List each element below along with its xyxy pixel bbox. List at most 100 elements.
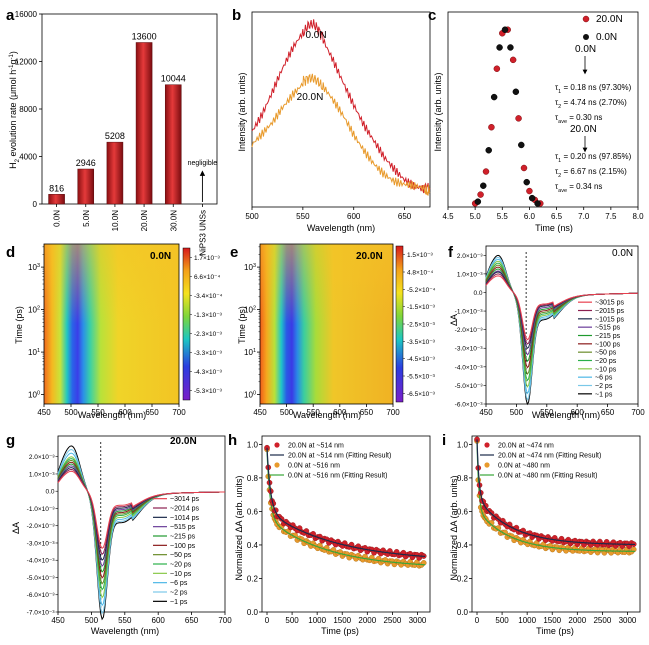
panel-c-series-0-point-1: [477, 191, 484, 198]
panel-c-series-0-point-3: [488, 123, 495, 131]
panel-f-xtick-4: 650: [601, 408, 615, 417]
panel-d-xtick-0: 450: [37, 408, 51, 417]
panel-e-xtick-0: 450: [253, 408, 267, 417]
panel-d-xtick-2: 550: [91, 408, 105, 417]
panel-g-legend-label-2: ~1014 ps: [170, 515, 199, 522]
panel-i-xtick-4: 2000: [568, 616, 586, 625]
panel-i-ytick-3: 0.6: [457, 507, 469, 516]
panel-c-series-0-point-4: [493, 65, 501, 72]
panel-c-series-0-point-10: [526, 187, 533, 195]
panel-i-kinetics: i Normalized ΔA (arb. units) Time (ps) 0…: [442, 432, 641, 636]
panel-g-ytick-6: -4.0×10⁻³: [27, 558, 56, 565]
panel-b-frame: [251, 11, 431, 208]
panel-c-xtick-1: 5.0: [470, 212, 482, 221]
panel-a-bar-2: [106, 141, 124, 205]
panel-f-ytick-8: -6.0×10⁻³: [455, 402, 484, 409]
panel-c-tau2-1: τ2 = 6.67 ns (2.15%): [555, 167, 627, 179]
panel-g-ytick-7: -5.0×10⁻³: [27, 575, 56, 582]
panel-b-xtick-0: 500: [245, 212, 259, 221]
panel-f-curve-0: [485, 275, 639, 341]
panel-i-legend-label-1: 20.0N at ~474 nm (Fitting Result): [498, 453, 601, 460]
panel-i-legend-marker-0: [484, 442, 490, 448]
panel-i-xtick-1: 500: [495, 616, 509, 625]
panel-d-cb-tick-3: -1.3×10⁻³: [194, 312, 223, 319]
panel-i-fit-0: [476, 439, 636, 546]
panel-a-bar-3: [135, 42, 153, 205]
panel-h-ytick-0: 0.0: [247, 608, 259, 617]
panel-g-xtick-1: 500: [85, 616, 99, 625]
panel-c-annotation-title-1: 20.0N: [570, 124, 597, 135]
panel-f-xtick-0: 450: [479, 408, 493, 417]
panel-c-series-0-point-7: [509, 56, 517, 64]
panel-a-data-label-2: 5208: [105, 131, 125, 141]
panel-a-bar-4: [164, 84, 182, 205]
panel-f-ylabel: ΔA: [449, 314, 459, 326]
panel-d-colorbar-ticks: 1.7×10⁻³ 6.6×10⁻⁴ -3.4×10⁻⁴ -1.3×10⁻³ -2.3×1…: [190, 255, 223, 395]
panel-d-ytick-3: 103: [28, 263, 40, 272]
panel-e-cb-tick-2: -5.2×10⁻⁴: [407, 287, 436, 294]
panel-f-legend-label-5: ~100 ps: [595, 341, 621, 348]
panel-e-ytick-1: 101: [244, 348, 256, 357]
panel-g-xlabel: Wavelength (nm): [91, 626, 159, 636]
panel-h-kinetics: h Normalized ΔA (arb. units) Time (ps) 0…: [228, 432, 431, 636]
panel-e-label: e: [230, 244, 238, 261]
panel-c-series-1-point-7: [512, 88, 520, 96]
panel-a-xtick-2: 10.0N: [111, 210, 120, 232]
panel-e-xtick-3: 600: [333, 408, 347, 417]
panel-e-ytick-2: 102: [244, 306, 256, 315]
panel-g-xtick-0: 450: [51, 616, 65, 625]
panel-i-frame: [471, 435, 641, 613]
panel-h-legend-marker-0: [274, 442, 280, 448]
panel-g-legend-label-9: ~6 ps: [170, 580, 188, 587]
panel-g-ytick-9: -7.0×10⁻³: [27, 610, 56, 617]
panel-b-pl-spectra: b Intensity (arb. units) Wavelength (nm)…: [232, 7, 431, 233]
panel-a-negligible-label: negligible: [188, 160, 218, 167]
panel-i-ytick-0: 0.0: [457, 608, 469, 617]
panel-i-legend-label-2: 0.0N at ~480 nm: [498, 463, 550, 470]
panel-c-tau1-1: τ1 = 0.20 ns (97.85%): [555, 152, 632, 164]
panel-g-xtick-3: 600: [152, 616, 166, 625]
panel-c-xlabel: Time (ns): [535, 223, 573, 233]
panel-f-ytick-3: -1.0×10⁻³: [455, 309, 484, 316]
panel-a-bar-1: [77, 168, 95, 205]
panel-g-transient-spectra: g ΔA Wavelength (nm) 20.0N 450 500 550 600 6…: [6, 432, 232, 636]
panel-d-ytick-0: 100: [28, 391, 40, 400]
panel-f-legend-label-7: ~20 ps: [595, 358, 617, 365]
panel-i-plot-area: 0 500 1000 1500 2000 2500 3000 0.0 0.2 0.4 0.6 0.8 1…: [457, 435, 641, 625]
panel-g-curve-10: [57, 449, 226, 615]
panel-d-cb-tick-0: 1.7×10⁻³: [194, 255, 220, 262]
panel-d-ylabel: Time (ps): [14, 306, 24, 344]
panel-h-fit-0: [266, 447, 426, 558]
panel-f-title: 0.0N: [612, 248, 633, 259]
panel-g-xtick-2: 550: [118, 616, 132, 625]
panel-c-legend-label-0: 20.0N: [596, 14, 623, 25]
panel-b-series-0-line: [251, 19, 431, 194]
panel-f-legend-label-9: ~6 ps: [595, 375, 613, 382]
panel-h-xtick-5: 2500: [383, 616, 401, 625]
panel-h-legend-label-0: 20.0N at ~514 nm: [288, 443, 344, 450]
panel-c-xtick-5: 7.0: [578, 212, 590, 221]
panel-e-cb-tick-7: -5.5×10⁻³: [407, 374, 436, 381]
panel-c-legend-marker-1: [583, 34, 589, 40]
panel-d-title: 0.0N: [150, 251, 171, 262]
panel-g-legend-label-7: ~20 ps: [170, 562, 192, 569]
panel-a-xtick-3: 20.0N: [140, 210, 149, 232]
panel-e-cb-tick-1: 4.8×10⁻⁴: [407, 270, 433, 277]
panel-g-label: g: [6, 432, 15, 449]
panel-d-xtick-5: 700: [172, 408, 186, 417]
panel-f-legend-label-2: ~1015 ps: [595, 316, 624, 323]
panel-i-legend-label-0: 20.0N at ~474 nm: [498, 443, 554, 450]
panel-d-ytick-2: 102: [28, 306, 40, 315]
panel-h-ytick-2: 0.4: [247, 541, 259, 550]
panel-b-series-label-0: 0.0N: [305, 30, 326, 41]
panel-f-legend-label-4: ~215 ps: [595, 333, 621, 340]
panel-d-xlabel: Wavelength (nm): [78, 410, 146, 420]
panel-h-legend-label-3: 0.0N at ~516 nm (Fitting Result): [288, 473, 387, 480]
panel-a-ytick-4: 16000: [15, 10, 38, 19]
panel-g-curve-11: [57, 445, 226, 621]
panel-c-series-0-point-8: [515, 115, 522, 122]
panel-h-ytick-5: 1.0: [247, 440, 259, 449]
panel-g-ytick-8: -6.0×10⁻³: [27, 592, 56, 599]
panel-e-ytick-0: 100: [244, 391, 256, 400]
